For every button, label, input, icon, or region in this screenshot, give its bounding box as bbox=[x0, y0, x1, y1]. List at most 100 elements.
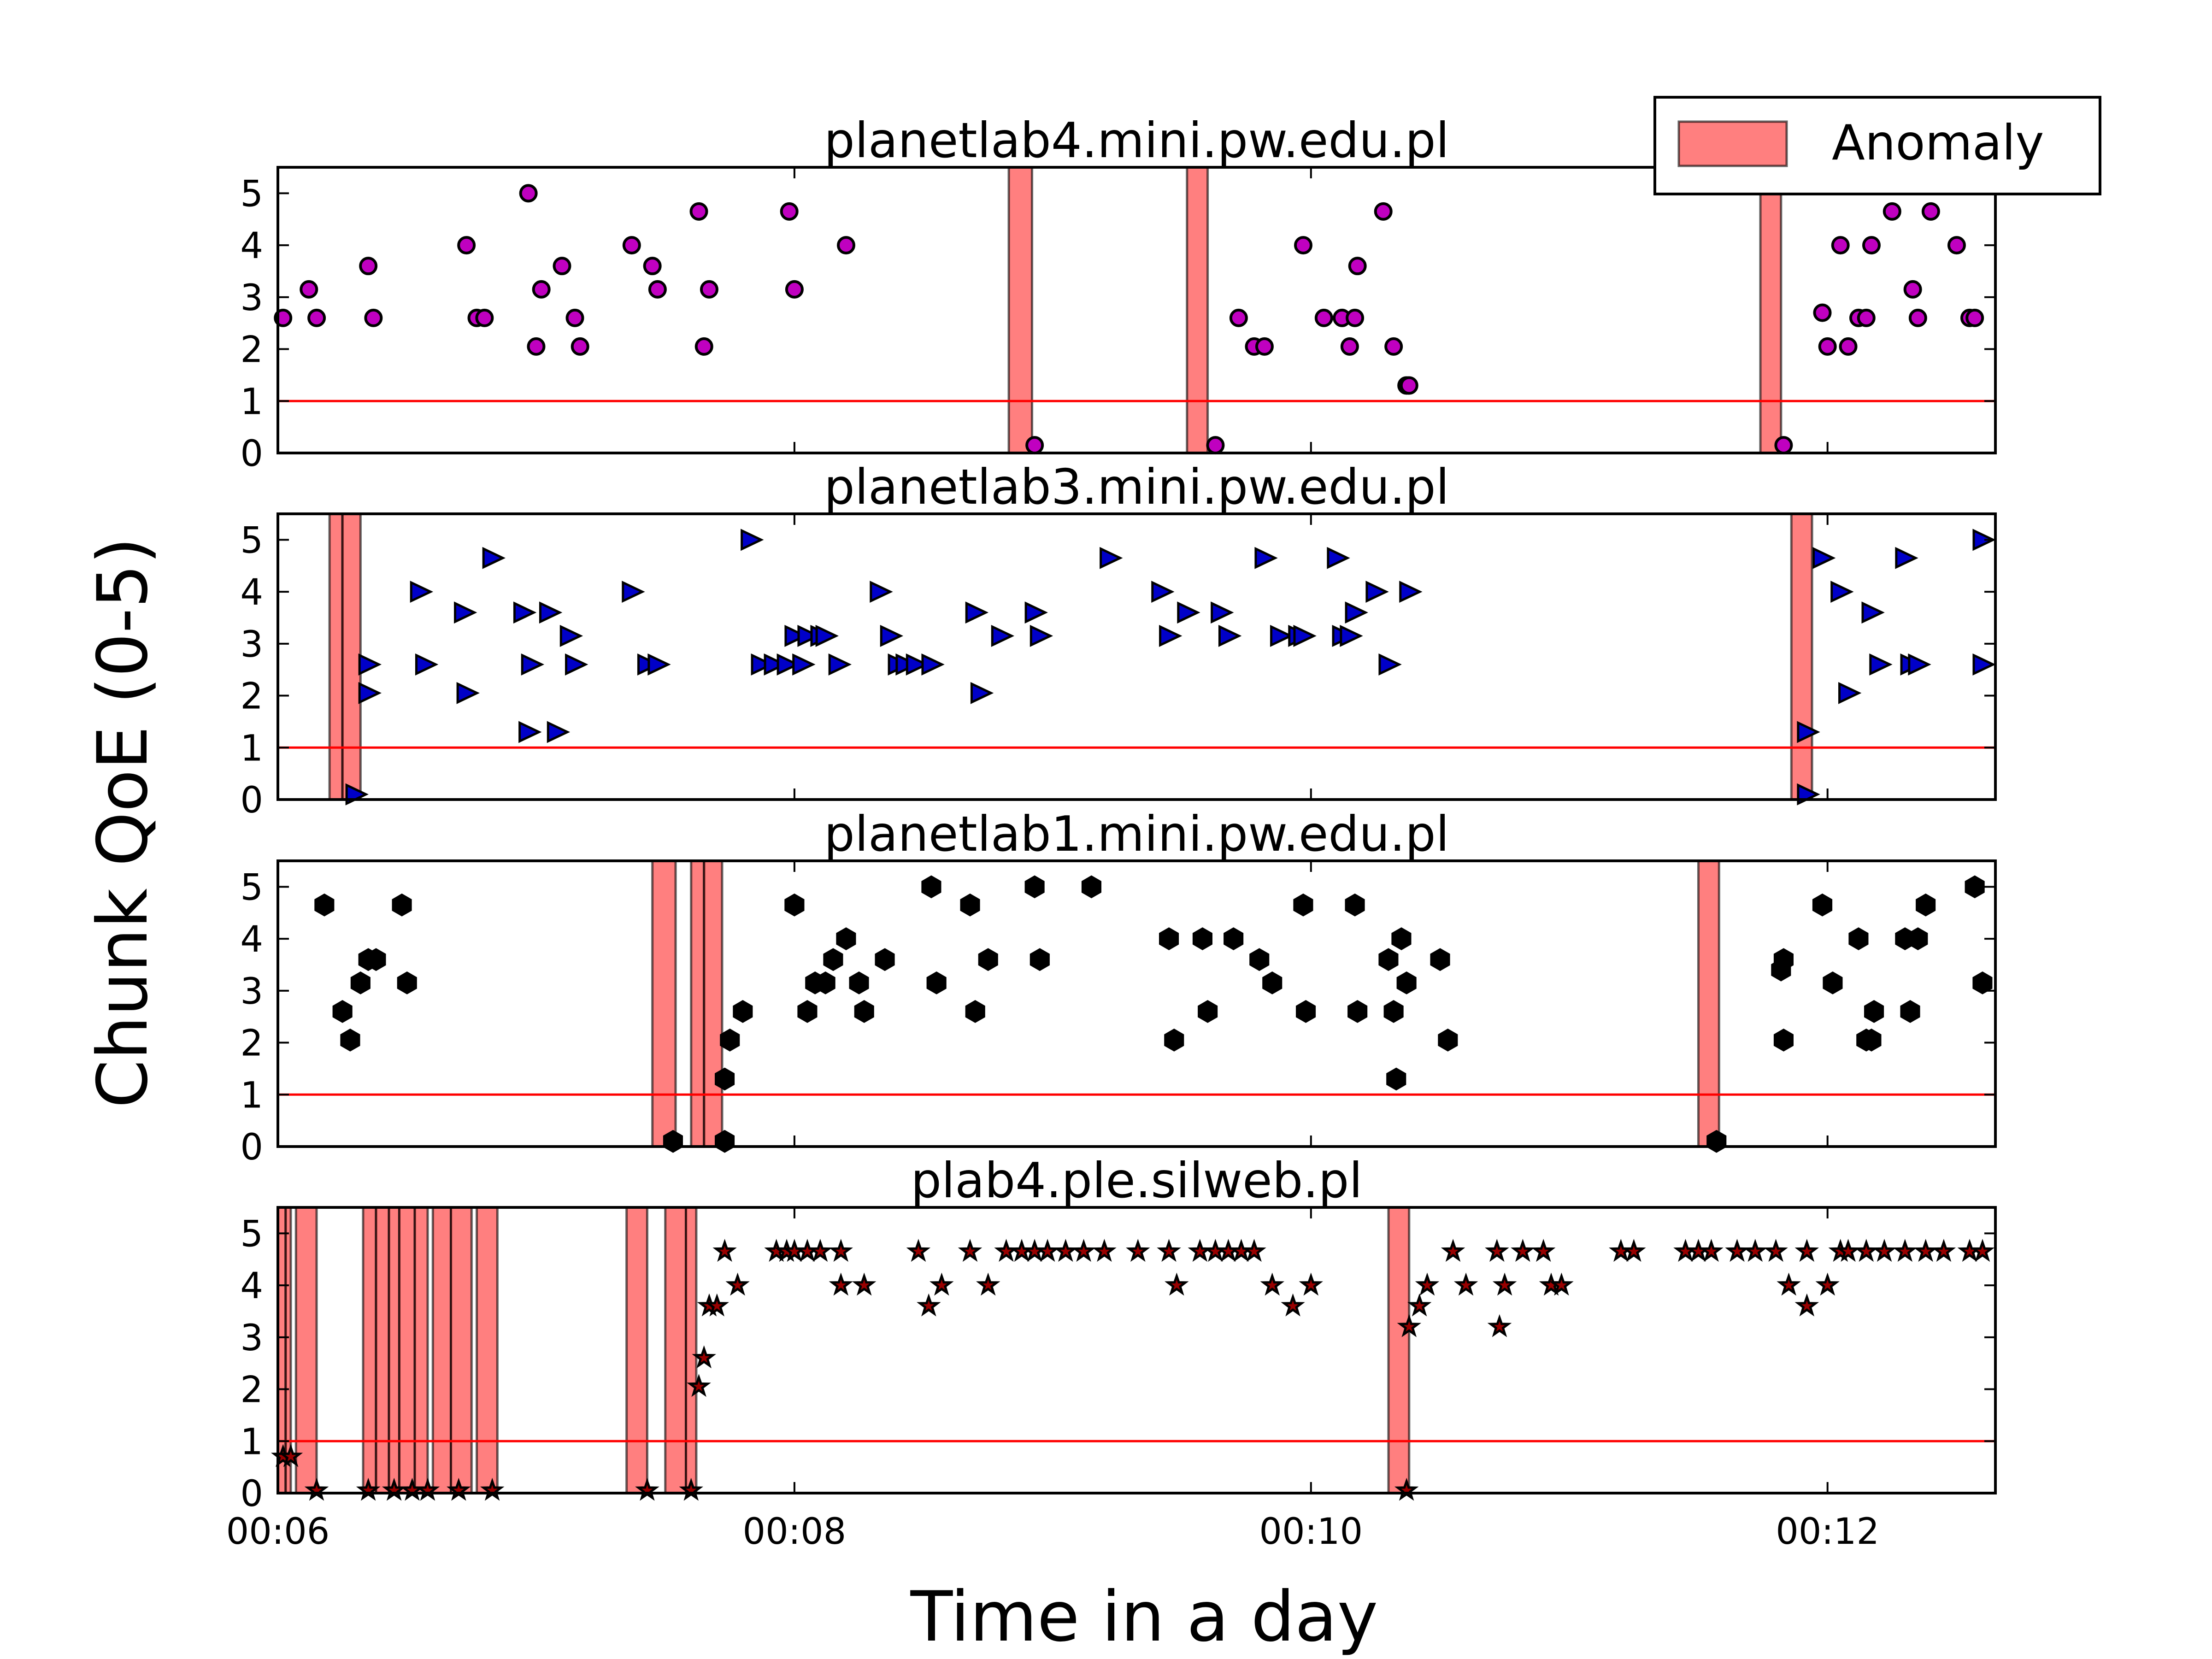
data-point bbox=[1159, 624, 1182, 647]
data-point bbox=[715, 1130, 735, 1153]
data-point bbox=[1035, 1239, 1060, 1262]
y-tick-label: 2 bbox=[240, 329, 263, 371]
anomaly-band bbox=[294, 1206, 318, 1494]
data-point bbox=[1699, 1239, 1724, 1262]
data-point bbox=[1931, 1239, 1956, 1262]
data-point bbox=[1947, 236, 1966, 255]
data-point bbox=[1812, 893, 1833, 917]
data-point bbox=[797, 1000, 818, 1023]
data-point bbox=[559, 624, 583, 647]
data-point bbox=[1314, 308, 1333, 327]
data-point bbox=[1126, 1239, 1150, 1262]
data-point bbox=[1397, 1314, 1422, 1337]
data-point bbox=[350, 971, 371, 994]
data-point bbox=[712, 1239, 737, 1262]
data-point bbox=[921, 653, 945, 676]
data-point bbox=[1836, 1239, 1860, 1262]
data-point bbox=[1198, 1000, 1218, 1023]
y-tick-label: 5 bbox=[240, 1213, 263, 1255]
anomaly-band bbox=[362, 1206, 377, 1494]
data-point bbox=[849, 971, 869, 994]
data-point bbox=[689, 202, 708, 221]
data-point bbox=[1794, 1293, 1819, 1317]
data-point bbox=[705, 1293, 729, 1317]
data-point bbox=[1774, 436, 1793, 455]
data-point bbox=[332, 1000, 353, 1023]
y-tick-label: 2 bbox=[240, 676, 263, 718]
data-point bbox=[875, 948, 895, 971]
data-point bbox=[1415, 1272, 1440, 1296]
data-point bbox=[1151, 581, 1175, 603]
data-point bbox=[692, 1345, 717, 1369]
data-point bbox=[1157, 1239, 1181, 1262]
data-point bbox=[1340, 337, 1359, 356]
data-point bbox=[1549, 1272, 1574, 1296]
data-point bbox=[300, 280, 318, 299]
anomaly-band bbox=[664, 1206, 688, 1494]
y-tick-label: 1 bbox=[240, 728, 263, 769]
data-point bbox=[647, 653, 671, 676]
data-point bbox=[780, 202, 799, 221]
data-point bbox=[1913, 1239, 1938, 1262]
data-point bbox=[1384, 337, 1403, 356]
data-point bbox=[1797, 721, 1820, 743]
data-point bbox=[1485, 1239, 1509, 1262]
legend: Anomaly bbox=[1653, 96, 2101, 195]
data-point bbox=[521, 653, 545, 676]
y-tick-label: 0 bbox=[240, 1473, 263, 1515]
data-point bbox=[1869, 653, 1893, 676]
data-point bbox=[1725, 1239, 1749, 1262]
data-point bbox=[1229, 308, 1248, 327]
data-point bbox=[1908, 927, 1928, 950]
y-tick-label: 4 bbox=[240, 572, 263, 613]
data-point bbox=[1399, 581, 1423, 603]
data-point bbox=[1861, 1029, 1882, 1052]
data-point bbox=[1453, 1272, 1478, 1296]
data-point bbox=[797, 624, 821, 647]
data-point bbox=[1365, 581, 1389, 603]
data-point bbox=[1487, 1314, 1512, 1337]
data-point bbox=[1024, 875, 1045, 899]
data-point bbox=[854, 1000, 874, 1023]
anomaly-band bbox=[1790, 512, 1813, 801]
data-point bbox=[1346, 308, 1365, 327]
data-point bbox=[965, 1000, 985, 1023]
anomaly-band bbox=[685, 1206, 698, 1494]
data-point bbox=[482, 547, 506, 569]
data-point bbox=[1794, 1239, 1819, 1262]
data-point bbox=[852, 1272, 877, 1296]
data-point bbox=[1255, 337, 1274, 356]
data-point bbox=[917, 1293, 941, 1317]
data-point bbox=[571, 337, 589, 356]
anomaly-band bbox=[651, 859, 677, 1148]
y-axis-label: Chunk QoE (0-5) bbox=[83, 537, 163, 1108]
data-point bbox=[720, 1029, 740, 1052]
data-point bbox=[785, 280, 804, 299]
data-point bbox=[694, 337, 713, 356]
data-point bbox=[1188, 1239, 1212, 1262]
data-point bbox=[1883, 202, 1901, 221]
data-point bbox=[527, 337, 546, 356]
data-point bbox=[823, 948, 843, 971]
data-point bbox=[733, 1000, 753, 1023]
data-point bbox=[880, 624, 904, 647]
x-tick-label: 00:12 bbox=[1776, 1511, 1879, 1553]
data-point bbox=[1861, 601, 1885, 624]
y-tick-label: 5 bbox=[240, 173, 263, 215]
data-point bbox=[358, 653, 382, 676]
data-point bbox=[358, 682, 382, 704]
data-point bbox=[687, 1374, 711, 1397]
panel-frame bbox=[276, 1206, 1997, 1494]
data-point bbox=[1622, 1239, 1646, 1262]
data-point bbox=[960, 893, 980, 917]
data-point bbox=[1838, 682, 1862, 704]
data-point bbox=[1815, 1272, 1840, 1296]
data-point bbox=[1773, 1029, 1794, 1052]
data-point bbox=[1254, 547, 1278, 569]
data-point bbox=[1812, 547, 1836, 569]
data-point bbox=[1965, 875, 1985, 899]
data-point bbox=[906, 1239, 931, 1262]
data-point bbox=[829, 1272, 853, 1296]
data-point bbox=[1893, 1239, 1918, 1262]
y-tick-label: 3 bbox=[240, 1318, 263, 1359]
